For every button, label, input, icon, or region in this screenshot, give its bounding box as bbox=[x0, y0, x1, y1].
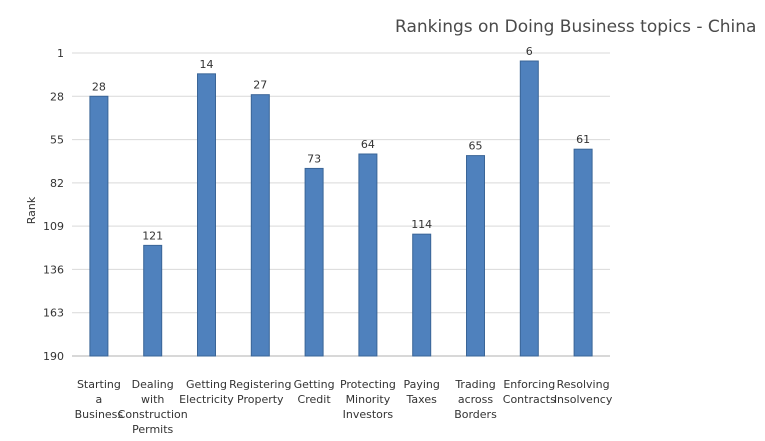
x-tick-label-line: Getting bbox=[294, 378, 335, 391]
x-tick-label: Resolving Insolvency bbox=[554, 378, 613, 406]
x-tick-label-line: Minority bbox=[346, 393, 391, 406]
x-tick-label-line: Business bbox=[75, 408, 124, 421]
x-tick-label: Getting Credit bbox=[294, 378, 335, 406]
x-tick-label: Getting Electricity bbox=[179, 378, 234, 406]
x-tick-label-line: Registering bbox=[229, 378, 291, 391]
x-tick-label: Trading across Borders bbox=[454, 378, 497, 421]
x-tick-label-line: Protecting bbox=[340, 378, 396, 391]
data-label: 64 bbox=[361, 138, 375, 151]
bar bbox=[89, 95, 109, 357]
x-tick-label-line: Investors bbox=[343, 408, 394, 421]
bar bbox=[143, 244, 163, 357]
x-tick-label-line: Borders bbox=[454, 408, 497, 421]
x-tick-label-line: Electricity bbox=[179, 393, 234, 406]
data-label: 27 bbox=[253, 79, 267, 92]
data-label: 73 bbox=[307, 152, 321, 165]
x-tick-label: Dealing with Construction Permits bbox=[118, 378, 188, 436]
x-tick-label-line: Paying bbox=[403, 378, 439, 391]
y-tick-label: 82 bbox=[50, 177, 64, 190]
x-tick-label-line: Enforcing bbox=[503, 378, 555, 391]
y-tick-label: 163 bbox=[43, 307, 64, 320]
x-tick-label-line: Insolvency bbox=[554, 393, 613, 406]
x-tick-label-line: Resolving bbox=[557, 378, 610, 391]
data-label: 121 bbox=[142, 229, 163, 242]
x-tick-label: Registering Property bbox=[229, 378, 291, 406]
data-label: 6 bbox=[526, 45, 533, 58]
data-label: 114 bbox=[411, 218, 432, 231]
x-tick-label-line: Getting bbox=[186, 378, 227, 391]
x-tick-label-line: Construction bbox=[118, 408, 188, 421]
x-tick-label-line: across bbox=[458, 393, 494, 406]
x-tick-label-line: Trading bbox=[454, 378, 495, 391]
x-tick-label-line: Starting bbox=[77, 378, 121, 391]
x-tick-label: Protecting Minority Investors bbox=[340, 378, 396, 421]
x-tick-label: Enforcing Contracts bbox=[503, 378, 556, 406]
y-tick-label: 55 bbox=[50, 134, 64, 147]
x-tick-label: Paying Taxes bbox=[403, 378, 439, 406]
bar bbox=[197, 73, 216, 357]
y-tick-label: 28 bbox=[50, 90, 64, 103]
x-tick-label-line: Contracts bbox=[503, 393, 556, 406]
bar bbox=[250, 94, 270, 357]
chart-title: Rankings on Doing Business topics - Chin… bbox=[395, 17, 757, 37]
bar bbox=[304, 167, 324, 357]
y-tick-label: 190 bbox=[43, 350, 64, 363]
x-tick-label-line: Taxes bbox=[406, 393, 438, 406]
x-tick-label-line: Credit bbox=[298, 393, 332, 406]
bar bbox=[412, 233, 432, 357]
bar bbox=[519, 60, 539, 357]
y-tick-label: 136 bbox=[43, 263, 64, 276]
x-tick-label-line: Permits bbox=[132, 423, 173, 436]
y-tick-label: 109 bbox=[43, 220, 64, 233]
bar bbox=[358, 153, 378, 357]
data-label: 28 bbox=[92, 80, 106, 93]
bar bbox=[466, 155, 485, 357]
x-tick-label: Starting a Business bbox=[75, 378, 124, 421]
bar bbox=[573, 148, 593, 357]
data-label: 14 bbox=[200, 58, 214, 71]
data-label: 65 bbox=[469, 140, 483, 153]
data-label: 61 bbox=[576, 133, 590, 146]
y-tick-label: 1 bbox=[57, 47, 64, 60]
x-tick-label-line: a bbox=[96, 393, 103, 406]
x-tick-label-line: with bbox=[141, 393, 164, 406]
x-tick-label-line: Dealing bbox=[132, 378, 174, 391]
x-tick-label-line: Property bbox=[237, 393, 284, 406]
